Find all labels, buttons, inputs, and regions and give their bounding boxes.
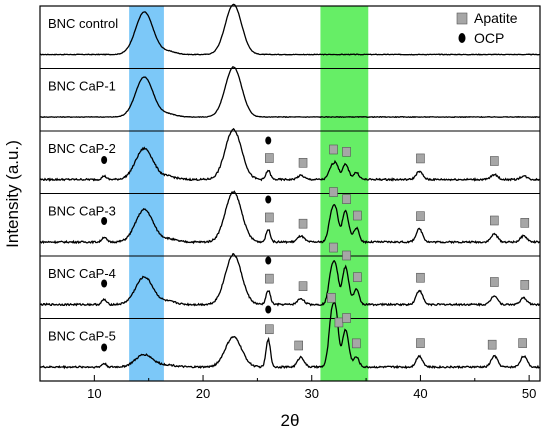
apatite-marker	[298, 281, 308, 291]
series-curves	[39, 3, 541, 370]
apatite-marker	[342, 194, 351, 204]
apatite-marker	[520, 218, 530, 228]
apatite-marker	[265, 273, 274, 284]
legend-apatite-symbol	[456, 12, 468, 25]
apatite-marker	[353, 272, 362, 282]
y-axis-title: Intensity (a.u.)	[3, 140, 22, 248]
legend: Apatite OCP	[456, 10, 518, 46]
series-label-1: BNC control	[48, 16, 118, 31]
ocp-marker	[265, 195, 272, 204]
series-label-2: BNC CaP-1	[48, 79, 116, 94]
ocp-marker	[101, 279, 108, 288]
apatite-marker	[353, 210, 362, 221]
series-label-6: BNC CaP-5	[48, 329, 116, 344]
apatite-marker	[298, 157, 308, 168]
apatite-marker	[298, 218, 308, 229]
x-axis-title: 2θ	[281, 411, 300, 430]
ocp-marker	[265, 256, 272, 265]
apatite-marker	[416, 153, 425, 164]
apatite-marker	[416, 272, 425, 283]
apatite-marker	[342, 146, 351, 157]
series-line-4	[39, 190, 541, 245]
x-tick-label: 20	[196, 386, 210, 401]
apatite-marker	[342, 250, 351, 261]
series-label-3: BNC CaP-2	[48, 141, 116, 156]
series-label-5: BNC CaP-4	[48, 266, 116, 281]
x-tick-label: 10	[87, 386, 101, 401]
apatite-marker	[490, 215, 499, 226]
series-line-5	[39, 253, 541, 307]
apatite-marker	[265, 153, 274, 163]
apatite-marker	[342, 313, 351, 323]
ocp-marker	[265, 136, 272, 145]
apatite-marker	[329, 144, 338, 155]
apatite-marker	[416, 211, 425, 222]
series-line-1	[39, 3, 540, 56]
apatite-marker	[490, 156, 499, 166]
series-line-3	[39, 127, 541, 182]
apatite-marker	[490, 277, 499, 287]
apatite-marker	[352, 338, 361, 349]
apatite-marker	[294, 340, 303, 351]
apatite-marker	[518, 338, 527, 348]
series-line-2	[39, 66, 541, 119]
x-tick-label: 30	[305, 386, 319, 401]
apatite-marker	[265, 324, 274, 335]
ocp-marker	[101, 216, 108, 225]
apatite-marker	[487, 339, 497, 350]
series-labels: BNC control BNC CaP-1 BNC CaP-2 BNC CaP-3 BN…	[48, 16, 118, 344]
ocp-marker	[265, 305, 272, 314]
apatite-marker	[329, 187, 338, 197]
legend-label: OCP	[474, 30, 504, 46]
apatite-marker	[520, 280, 530, 290]
x-tick-label: 40	[413, 386, 427, 401]
ocp-marker	[101, 343, 108, 352]
legend-label: Apatite	[474, 10, 518, 26]
series-label-4: BNC CaP-3	[48, 204, 116, 219]
ocp-marker	[101, 155, 108, 164]
apatite-marker	[265, 212, 274, 223]
phase-markers	[101, 136, 530, 352]
apatite-marker	[416, 338, 425, 348]
apatite-marker	[327, 292, 336, 303]
x-tick-label: 50	[522, 386, 536, 401]
apatite-marker	[334, 317, 344, 328]
plot-frame	[39, 5, 541, 382]
series-line-6	[39, 301, 541, 370]
legend-ocp-symbol	[458, 33, 466, 43]
apatite-marker	[329, 242, 338, 253]
x-axis-ticks: 10 20 30 40 50	[87, 375, 536, 401]
